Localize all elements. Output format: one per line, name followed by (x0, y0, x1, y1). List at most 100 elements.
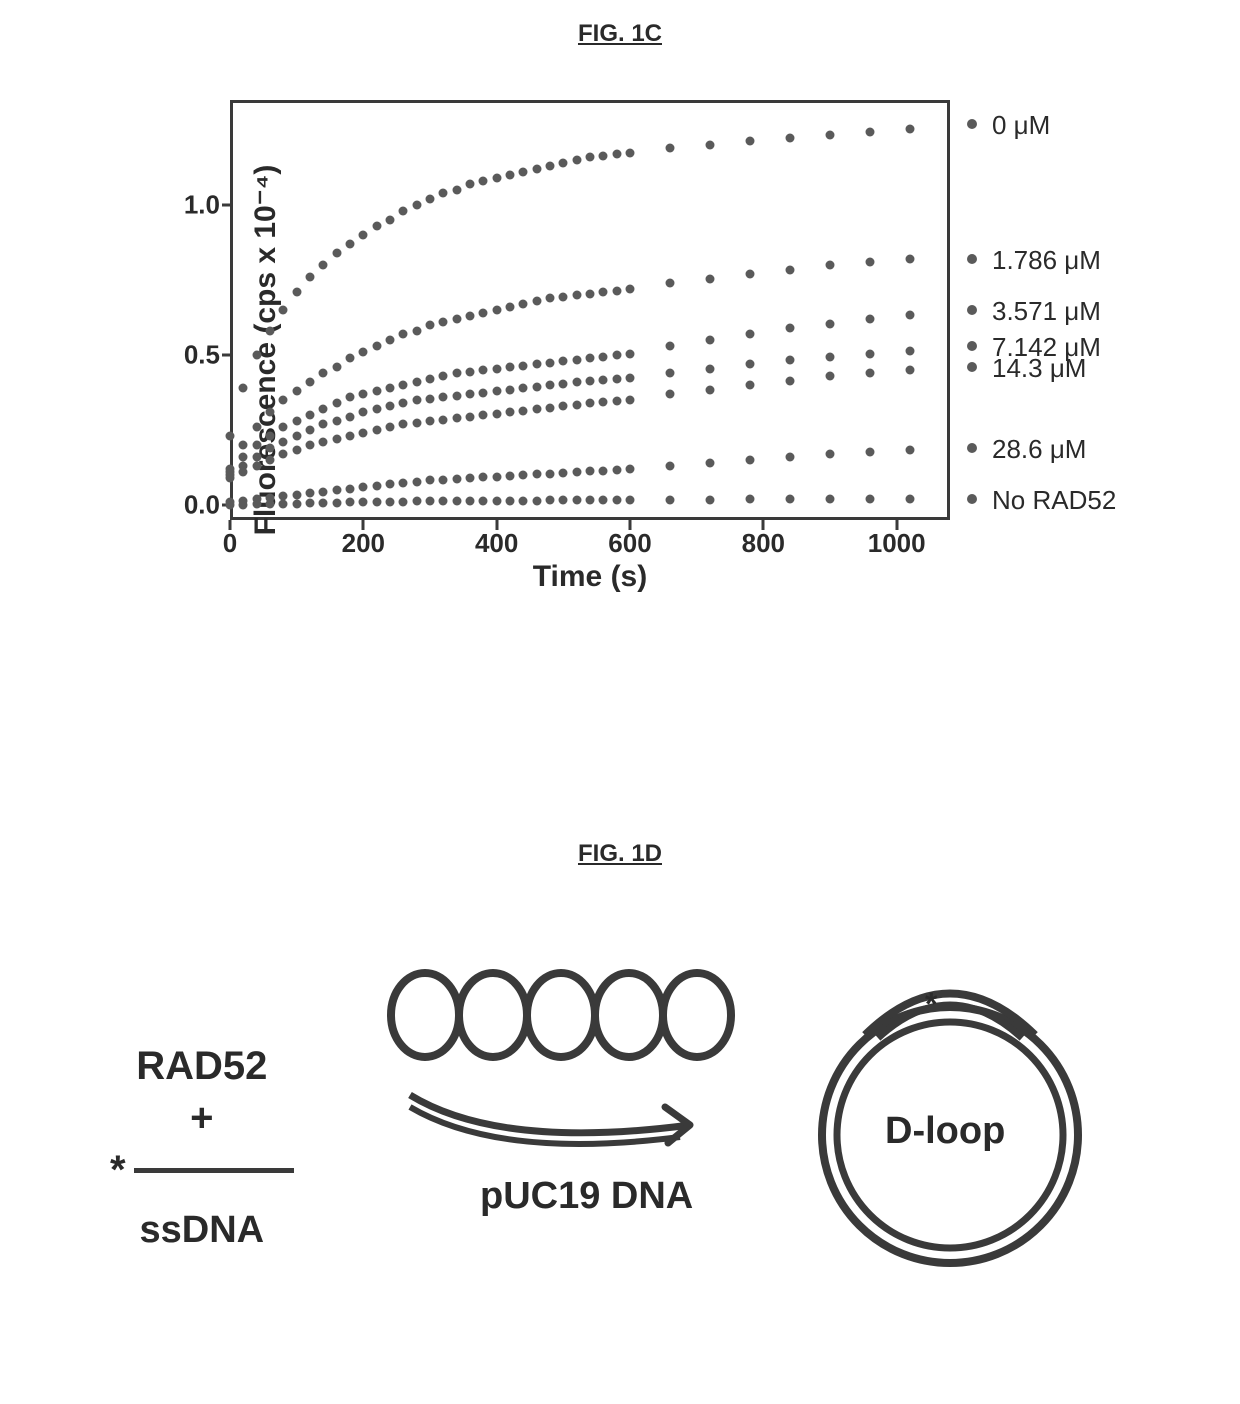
legend-marker (967, 494, 977, 504)
data-point (666, 495, 675, 504)
data-point (612, 375, 621, 384)
data-point (412, 327, 421, 336)
asterisk-label: * (110, 1144, 126, 1196)
data-point (572, 400, 581, 409)
data-point (826, 450, 835, 459)
data-point (612, 397, 621, 406)
data-point (386, 336, 395, 345)
data-point (306, 378, 315, 387)
rad52-label: RAD52 (110, 1040, 294, 1092)
data-point (466, 180, 475, 189)
data-point (746, 456, 755, 465)
legend-label: 14.3 μM (992, 353, 1086, 384)
data-point (519, 300, 528, 309)
data-point (559, 402, 568, 411)
data-point (626, 373, 635, 382)
x-axis-label: Time (s) (230, 560, 950, 594)
data-point (666, 369, 675, 378)
data-point (532, 470, 541, 479)
data-point (239, 501, 248, 510)
data-point (292, 387, 301, 396)
data-point (399, 330, 408, 339)
data-point (572, 378, 581, 387)
data-point (506, 496, 515, 505)
data-point (252, 423, 261, 432)
xtick-mark (629, 520, 632, 530)
data-point (452, 391, 461, 400)
data-point (492, 472, 501, 481)
data-point (239, 384, 248, 393)
data-point (786, 495, 795, 504)
data-point (572, 291, 581, 300)
data-point (346, 412, 355, 421)
data-point (786, 355, 795, 364)
data-point (319, 420, 328, 429)
data-point (292, 417, 301, 426)
data-point (412, 497, 421, 506)
data-point (706, 364, 715, 373)
data-point (599, 466, 608, 475)
data-point (266, 456, 275, 465)
data-point (786, 265, 795, 274)
data-point (426, 394, 435, 403)
data-point (359, 408, 368, 417)
data-point (532, 297, 541, 306)
data-point (586, 153, 595, 162)
data-point (386, 384, 395, 393)
data-point (532, 496, 541, 505)
data-point (372, 498, 381, 507)
data-point (599, 495, 608, 504)
data-point (559, 357, 568, 366)
data-point (346, 484, 355, 493)
data-point (372, 481, 381, 490)
data-point (266, 500, 275, 509)
data-point (359, 231, 368, 240)
data-point (439, 372, 448, 381)
data-point (439, 318, 448, 327)
ytick-mark (222, 204, 232, 207)
data-point (239, 453, 248, 462)
data-point (492, 496, 501, 505)
data-point (599, 288, 608, 297)
data-point (546, 496, 555, 505)
data-point (452, 497, 461, 506)
data-point (426, 417, 435, 426)
data-point (906, 346, 915, 355)
ssdna-graphic: * (110, 1144, 294, 1196)
data-point (252, 351, 261, 360)
data-point (479, 473, 488, 482)
data-point (572, 156, 581, 165)
data-point (332, 417, 341, 426)
fig1c-title: FIG. 1C (0, 20, 1240, 48)
data-point (612, 150, 621, 159)
plot-box (230, 100, 950, 520)
ytick-label: 1.0 (184, 190, 220, 221)
ytick-mark (222, 354, 232, 357)
data-point (612, 286, 621, 295)
data-point (279, 438, 288, 447)
data-point (826, 261, 835, 270)
data-point (346, 498, 355, 507)
data-point (466, 412, 475, 421)
data-point (279, 396, 288, 405)
y-axis-label: Fluorescence (cps x 10⁻⁴) (248, 165, 283, 536)
data-point (319, 369, 328, 378)
data-point (359, 348, 368, 357)
data-point (372, 342, 381, 351)
data-point (372, 222, 381, 231)
data-point (519, 361, 528, 370)
data-point (572, 468, 581, 477)
data-point (252, 441, 261, 450)
dloop-label: D-loop (885, 1110, 1005, 1153)
data-point (479, 496, 488, 505)
xtick-label: 400 (475, 528, 518, 559)
ytick-label: 0.5 (184, 340, 220, 371)
data-point (546, 294, 555, 303)
data-point (786, 453, 795, 462)
data-point (399, 399, 408, 408)
data-point (612, 465, 621, 474)
data-point (439, 415, 448, 424)
xtick-mark (762, 520, 765, 530)
xtick-mark (362, 520, 365, 530)
data-point (746, 495, 755, 504)
